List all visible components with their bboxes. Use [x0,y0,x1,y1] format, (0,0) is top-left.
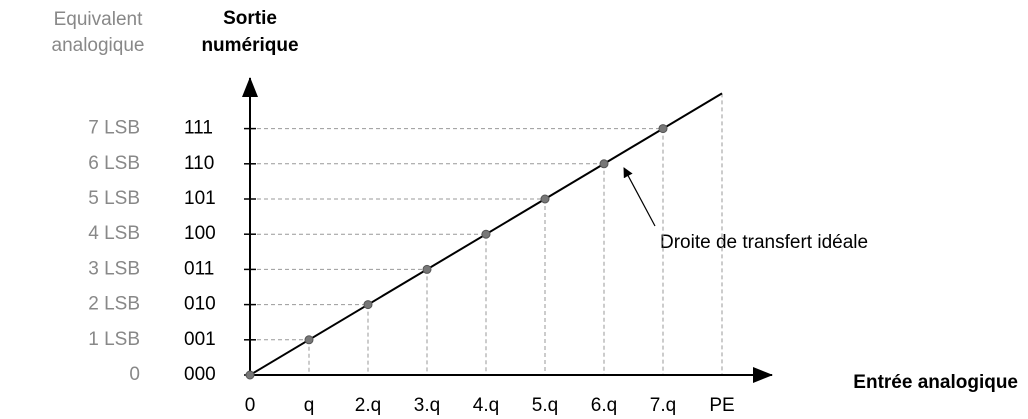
x-tick-label: 3.q [414,395,440,416]
x-tick-label: PE [709,395,734,416]
x-tick-label: 4.q [473,395,499,416]
x-tick-label: q [304,395,315,416]
level-code: 000 [184,364,216,385]
level-equivalent: 0 [129,364,140,385]
point [363,300,373,310]
left-header: Equivalent [54,9,143,30]
level-equivalent: 5 LSB [88,188,140,209]
level-code: 100 [184,223,216,244]
point [304,335,314,345]
level-equivalent: 3 LSB [88,258,140,279]
y-axis-title: Sortie [223,8,277,29]
point [422,264,432,274]
level-code: 110 [184,153,214,174]
level-code: 111 [184,118,213,139]
y-axis-title: numérique [201,35,298,56]
level-equivalent: 2 LSB [88,294,140,315]
point [658,124,668,134]
x-tick-label: 0 [245,395,256,416]
level-equivalent: 1 LSB [88,329,140,350]
level-equivalent: 6 LSB [88,153,140,174]
annotation: Droite de transfert idéale [660,232,868,253]
point [540,194,550,204]
x-tick-label: 7.q [650,395,676,416]
x-axis-title: Entrée analogique [853,372,1018,393]
point [481,229,491,239]
level-code: 010 [184,294,216,315]
level-code: 101 [184,188,216,209]
x-tick-label: 6.q [591,395,617,416]
left-header: analogique [52,35,145,56]
point [245,370,255,380]
level-equivalent: 4 LSB [88,223,140,244]
level-code: 001 [184,329,216,350]
level-equivalent: 7 LSB [88,118,140,139]
level-code: 011 [184,258,214,279]
x-tick-label: 2.q [355,395,381,416]
annotation-arrow [623,167,656,227]
point [599,159,609,169]
x-tick-label: 5.q [532,395,558,416]
